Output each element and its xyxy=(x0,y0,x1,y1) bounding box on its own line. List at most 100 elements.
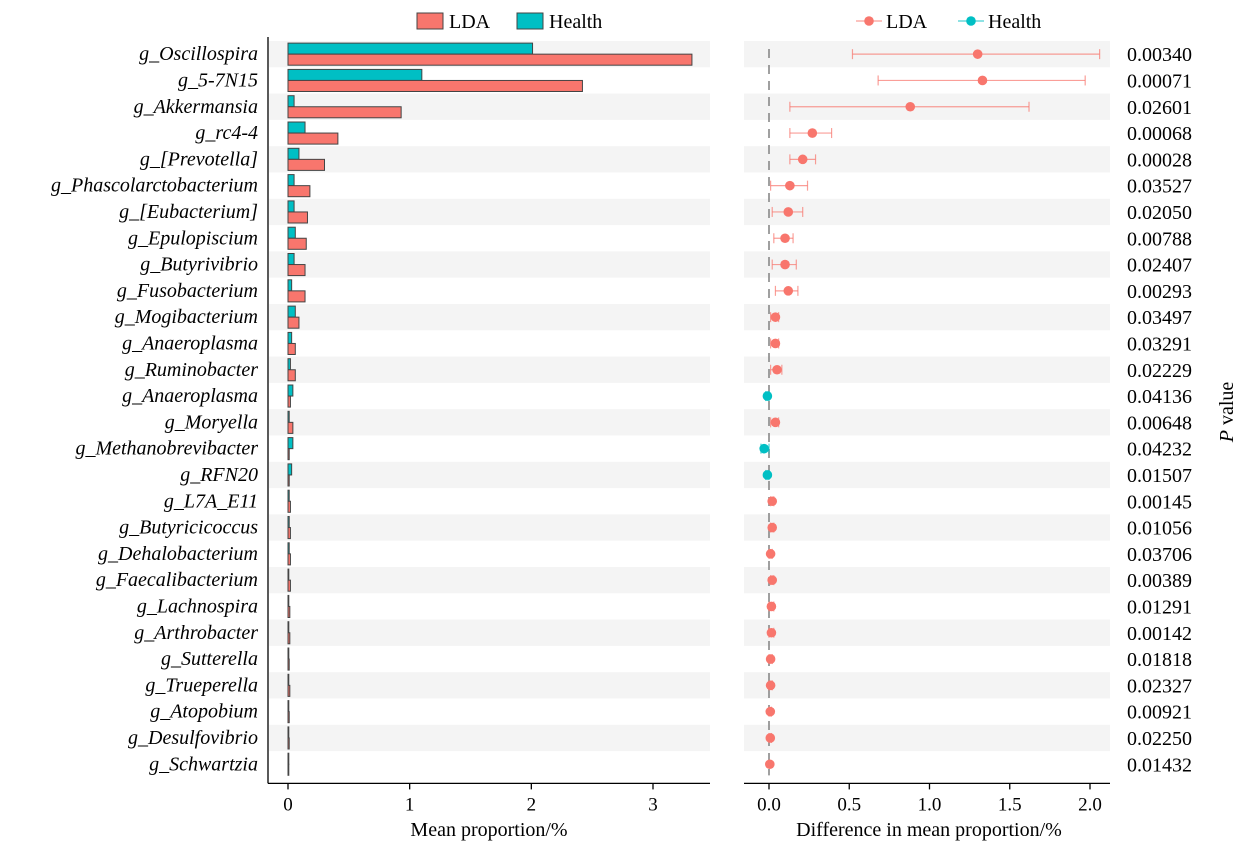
left-x-tick-label: 0 xyxy=(283,794,293,815)
bar-health xyxy=(287,42,534,55)
p-value-label: 0.01056 xyxy=(1127,518,1192,540)
row-band-right xyxy=(744,409,1110,436)
bar-lda xyxy=(287,53,693,66)
row-band-right xyxy=(744,514,1110,541)
taxon-label: g_Faecalibacterium xyxy=(96,569,258,591)
bar-health xyxy=(287,489,290,502)
bar-lda xyxy=(287,290,306,303)
legend-label-health: Health xyxy=(549,11,602,33)
bar-health xyxy=(287,95,295,108)
p-value-label: 0.00788 xyxy=(1127,228,1192,250)
bar-health xyxy=(287,68,423,81)
bar-health xyxy=(287,673,290,686)
difference-point xyxy=(766,601,777,612)
bar-lda xyxy=(287,211,308,224)
bar-health xyxy=(287,226,296,239)
right-x-tick-label: 0.0 xyxy=(757,794,781,815)
p-value-label: 0.00071 xyxy=(1127,70,1192,92)
taxon-label: g_Moryella xyxy=(165,411,258,433)
difference-point xyxy=(765,759,775,770)
p-value-label: 0.00068 xyxy=(1127,123,1192,145)
left-x-tick-label: 2 xyxy=(527,794,537,815)
taxon-label: g_Fusobacterium xyxy=(117,280,258,302)
taxon-label: g_[Prevotella] xyxy=(140,148,258,170)
bar-health xyxy=(287,410,290,423)
row-band-left xyxy=(269,514,710,541)
row-band-left xyxy=(269,304,710,331)
taxon-label: g_Butyricicoccus xyxy=(119,517,258,539)
row-band-left xyxy=(269,619,710,646)
bar-health xyxy=(287,253,295,266)
bar-lda xyxy=(287,342,296,355)
taxon-label: g_Ruminobacter xyxy=(125,359,259,381)
difference-point xyxy=(765,549,776,559)
taxon-label: g_Atopobium xyxy=(150,701,258,723)
bar-lda xyxy=(287,553,291,566)
legend-label-health: Health xyxy=(988,11,1041,33)
difference-point xyxy=(783,286,794,296)
right-x-tick-label: 1.5 xyxy=(998,794,1022,815)
row-band-left xyxy=(269,356,710,383)
bar-health xyxy=(287,121,306,134)
taxon-label: g_Akkermansia xyxy=(134,96,258,118)
row-band-left xyxy=(269,567,710,594)
bar-lda xyxy=(287,132,339,145)
bar-lda xyxy=(287,474,290,487)
bar-lda xyxy=(287,605,291,618)
left-x-tick-label: 1 xyxy=(405,794,415,815)
row-band-right xyxy=(744,304,1110,331)
taxon-label: g_Anaeroplasma xyxy=(122,385,258,407)
difference-point xyxy=(759,443,769,454)
bar-lda xyxy=(287,316,300,329)
legend-point-lda xyxy=(864,16,874,26)
difference-point xyxy=(783,207,794,217)
bar-lda xyxy=(287,500,291,513)
left-x-axis-label: Mean proportion/% xyxy=(410,819,567,841)
p-value-label: 0.01507 xyxy=(1127,465,1192,487)
legend-point-health xyxy=(966,16,976,26)
taxon-label: g_Mogibacterium xyxy=(115,306,258,328)
difference-marks xyxy=(759,49,1101,776)
bar-lda xyxy=(287,711,290,724)
p-value-label: 0.00389 xyxy=(1127,570,1192,592)
bar-health xyxy=(287,279,293,292)
right-x-tick-label: 1.0 xyxy=(918,794,942,815)
p-value-label: 0.00340 xyxy=(1127,44,1192,66)
difference-point xyxy=(772,364,782,375)
bar-lda xyxy=(287,527,291,540)
p-value-label: 0.00648 xyxy=(1127,412,1192,434)
bar-lda xyxy=(287,185,311,198)
difference-point xyxy=(905,101,916,112)
p-value-label: 0.02407 xyxy=(1127,255,1192,277)
p-value-label: 0.04136 xyxy=(1127,386,1192,408)
difference-point xyxy=(977,75,988,86)
taxon-label: g_Dehalobacterium xyxy=(98,543,258,565)
row-band-right xyxy=(744,672,1110,699)
bar-lda xyxy=(287,763,290,776)
bar-health xyxy=(287,463,293,476)
difference-point xyxy=(770,312,781,322)
difference-point xyxy=(767,575,778,585)
row-band-right xyxy=(744,356,1110,383)
taxon-label: g_L7A_E11 xyxy=(164,490,258,512)
taxon-label: g_RFN20 xyxy=(180,464,258,486)
bar-lda xyxy=(287,264,306,277)
difference-point xyxy=(780,233,790,244)
bar-health xyxy=(287,621,290,634)
p-value-label: 0.02250 xyxy=(1127,728,1192,750)
bar-lda xyxy=(287,395,291,408)
bar-lda xyxy=(287,369,296,382)
bar-health xyxy=(287,726,290,739)
row-band-left xyxy=(269,198,710,226)
p-value-label: 0.00145 xyxy=(1127,491,1192,513)
taxon-label: g_Trueperella xyxy=(145,674,258,696)
difference-point xyxy=(785,180,795,191)
row-band-right xyxy=(744,198,1110,226)
p-value-label: 0.00921 xyxy=(1127,702,1192,724)
legend-swatch-lda xyxy=(416,12,444,30)
bar-health xyxy=(287,700,290,713)
row-band-left xyxy=(269,251,710,278)
difference-point xyxy=(770,338,781,349)
p-value-label: 0.00028 xyxy=(1127,149,1192,171)
